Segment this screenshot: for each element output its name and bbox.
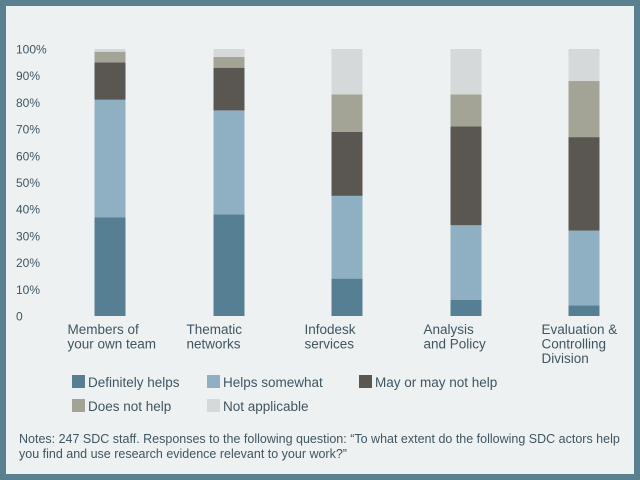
bar-segment — [331, 49, 363, 95]
legend-item: Helps somewhat — [207, 375, 323, 390]
legend: Definitely helps Helps somewhat May or may… — [72, 375, 497, 414]
y-tick-label: 60% — [16, 149, 40, 163]
bar-segment — [331, 278, 363, 316]
y-tick-label: 30% — [16, 229, 40, 243]
bar-segment — [331, 131, 363, 196]
bar-segment — [213, 57, 245, 68]
chart-panel: 0 10% 20% 30% 40% 50% 60% 70% 80% 90% 100% Members… — [6, 6, 634, 474]
y-tick-label: 100% — [16, 43, 47, 57]
legend-label: Not applicable — [223, 399, 309, 414]
bar-segment — [331, 94, 363, 132]
bar-segment — [568, 230, 600, 306]
notes-text: Notes: 247 SDC staff. Responses to the f… — [19, 432, 620, 461]
legend-swatch — [72, 399, 85, 412]
bar-segment — [568, 49, 600, 82]
bar-segment — [450, 299, 482, 316]
x-category-label: Infodesk services — [305, 322, 356, 352]
bar-segment — [213, 110, 245, 215]
y-tick-label: 80% — [16, 96, 40, 110]
bar-segment — [94, 62, 126, 100]
bar-segment — [568, 305, 600, 316]
x-axis-categories: Members of your own team Thematic networks I… — [68, 322, 618, 366]
bar-segment — [450, 126, 482, 226]
bar-segment — [94, 51, 126, 63]
x-category-label: Thematic networks — [187, 322, 243, 352]
y-tick-label: 20% — [16, 256, 40, 270]
legend-item: Does not help — [72, 399, 171, 414]
y-tick-label: 90% — [16, 69, 40, 83]
legend-item: Definitely helps — [72, 375, 180, 390]
legend-swatch — [72, 375, 85, 388]
bar-segment — [450, 225, 482, 300]
bar-segment — [568, 137, 600, 231]
legend-item: Not applicable — [207, 399, 309, 414]
bar-segment — [94, 99, 126, 218]
y-tick-label: 0 — [16, 310, 23, 324]
bar-segment — [213, 49, 245, 58]
x-category-label: Members of your own team — [68, 322, 157, 352]
legend-swatch — [207, 375, 220, 388]
legend-item: May or may not help — [359, 375, 497, 390]
y-tick-label: 70% — [16, 123, 40, 137]
stacked-bar-chart: 0 10% 20% 30% 40% 50% 60% 70% 80% 90% 100% Members… — [16, 43, 618, 415]
y-axis-ticks: 0 10% 20% 30% 40% 50% 60% 70% 80% 90% 100% — [16, 43, 47, 324]
legend-label: Definitely helps — [88, 375, 180, 390]
bar-segment — [94, 49, 126, 52]
y-tick-label: 10% — [16, 283, 40, 297]
x-category-label: Analysis and Policy — [424, 322, 487, 352]
x-category-label: Evaluation & Controlling Division — [542, 322, 618, 366]
bar-segment — [213, 214, 245, 316]
y-tick-label: 40% — [16, 203, 40, 217]
bars — [94, 49, 600, 316]
legend-swatch — [359, 375, 372, 388]
bar-segment — [450, 49, 482, 95]
legend-label: May or may not help — [375, 375, 497, 390]
bar-segment — [568, 81, 600, 138]
bar-segment — [94, 217, 126, 316]
bar-segment — [331, 195, 363, 279]
y-tick-label: 50% — [16, 176, 40, 190]
legend-swatch — [207, 399, 220, 412]
legend-label: Helps somewhat — [223, 375, 323, 390]
legend-label: Does not help — [88, 399, 171, 414]
bar-segment — [450, 94, 482, 127]
bar-segment — [213, 67, 245, 111]
